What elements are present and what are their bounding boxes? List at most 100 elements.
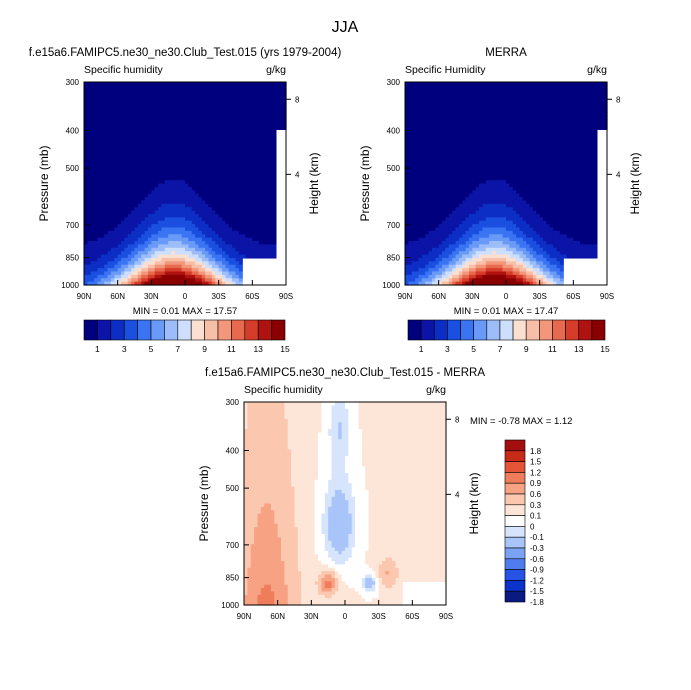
heatmap-cell [171,136,176,141]
heatmap-cell [114,136,119,141]
heatmap-cell [232,203,237,208]
heatmap-cell [222,142,226,147]
heatmap-cell [84,264,88,269]
heatmap-cell [84,119,88,124]
heatmap-cell [252,102,257,107]
heatmap-cell [259,207,264,212]
heatmap-cell [104,98,109,103]
heatmap-cell [151,166,156,171]
heatmap-cell [141,142,146,147]
heatmap-cell [90,271,95,276]
heatmap-cell [127,220,132,225]
heatmap-cell [252,159,257,164]
heatmap-cell [94,254,99,259]
heatmap-cell [104,278,109,283]
heatmap-cell [225,82,230,86]
heatmap-cell [84,207,88,212]
heatmap-cell [107,92,112,97]
heatmap-cell [191,193,196,198]
heatmap-cell [97,88,102,93]
heatmap-cell [97,136,102,141]
heatmap-cell [117,203,122,208]
heatmap-cell [211,82,216,86]
heatmap-cell [205,237,210,242]
heatmap-cell [131,200,136,205]
heatmap-cell [208,139,213,144]
heatmap-cell [107,217,112,222]
heatmap-cell [201,109,206,114]
heatmap-cell [238,85,243,90]
heatmap-cell [178,281,183,286]
heatmap-cell [127,257,132,262]
heatmap-cell [161,197,166,202]
x-tick-label: 90N [77,292,92,301]
heatmap-cell [87,197,92,202]
heatmap-cell [158,146,163,151]
heatmap-cell [211,186,216,191]
heatmap-cell [131,274,136,279]
heatmap-cell [90,136,95,141]
heatmap-cell [107,112,112,117]
heatmap-cell [208,261,213,266]
heatmap-cell [185,268,189,273]
heatmap-cell [161,163,166,168]
heatmap-cell [107,210,112,215]
heatmap-cell [252,132,257,137]
heatmap-cell [248,115,253,120]
heatmap-cell [238,251,243,256]
heatmap-cell [134,278,139,283]
heatmap-cell [201,169,206,174]
heatmap-cell [228,105,233,110]
heatmap-cell [208,251,213,256]
heatmap-cell [235,98,240,103]
heatmap-cell [141,85,146,90]
heatmap-cell [248,105,253,110]
heatmap-cell [205,244,210,249]
heatmap-cell [185,183,189,188]
heatmap-cell [161,159,166,164]
heatmap-cell [110,109,115,114]
heatmap-cell [252,203,257,208]
heatmap-cell [255,176,260,181]
heatmap-cell [228,281,233,286]
heatmap-cell [201,136,206,141]
heatmap-cell [104,85,109,90]
heatmap-cell [171,234,176,239]
heatmap-cell [90,153,95,158]
heatmap-cell [107,85,112,90]
heatmap-cell [158,149,163,154]
heatmap-cell [107,207,112,212]
heatmap-cell [205,251,210,256]
heatmap-cell [124,129,129,134]
heatmap-cell [252,139,257,144]
heatmap-cell [121,88,125,93]
heatmap-cell [245,88,250,93]
heatmap-cell [215,203,220,208]
heatmap-cell [151,190,156,195]
heatmap-cell [205,88,210,93]
heatmap-cell [228,95,233,100]
heatmap-cell [222,257,226,262]
heatmap-cell [218,247,223,252]
heatmap-cell [114,200,119,205]
heatmap-cell [245,234,250,239]
heatmap-cell [158,268,163,273]
heatmap-cell [147,173,152,178]
heatmap-cell [147,247,152,252]
heatmap-cell [205,146,210,151]
heatmap-cell [154,88,159,93]
heatmap-cell [107,234,112,239]
heatmap-cell [114,125,119,130]
heatmap-cell [198,190,203,195]
heatmap-cell [127,146,132,151]
heatmap-cell [232,132,237,137]
x-tick-label: 0 [183,292,188,301]
heatmap-cell [110,112,115,117]
heatmap-cell [225,132,230,137]
colorbar-label: 3 [122,344,127,354]
heatmap-cell [238,254,243,259]
heatmap-cell [117,159,122,164]
heatmap-cell [188,122,193,127]
heatmap-cell [97,257,102,262]
heatmap-cell [141,115,146,120]
